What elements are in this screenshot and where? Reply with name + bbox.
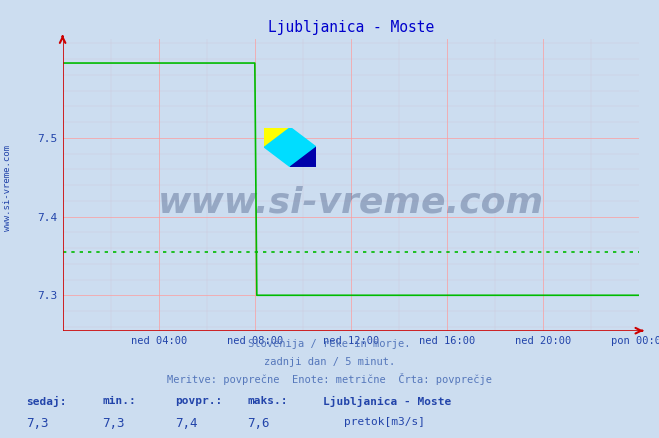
- Text: www.si-vreme.com: www.si-vreme.com: [3, 145, 13, 231]
- Text: sedaj:: sedaj:: [26, 396, 67, 407]
- Text: Meritve: povprečne  Enote: metrične  Črta: povprečje: Meritve: povprečne Enote: metrične Črta:…: [167, 373, 492, 385]
- Title: Ljubljanica - Moste: Ljubljanica - Moste: [268, 21, 434, 35]
- Text: zadnji dan / 5 minut.: zadnji dan / 5 minut.: [264, 357, 395, 367]
- Text: 7,6: 7,6: [247, 417, 270, 430]
- Text: povpr.:: povpr.:: [175, 396, 222, 406]
- Text: 7,3: 7,3: [102, 417, 125, 430]
- Text: www.si-vreme.com: www.si-vreme.com: [158, 186, 544, 219]
- Text: maks.:: maks.:: [247, 396, 287, 406]
- Text: 7,4: 7,4: [175, 417, 197, 430]
- Text: Ljubljanica - Moste: Ljubljanica - Moste: [323, 396, 451, 407]
- Text: pretok[m3/s]: pretok[m3/s]: [344, 417, 425, 427]
- Text: 7,3: 7,3: [26, 417, 49, 430]
- Text: Slovenija / reke in morje.: Slovenija / reke in morje.: [248, 339, 411, 350]
- Text: min.:: min.:: [102, 396, 136, 406]
